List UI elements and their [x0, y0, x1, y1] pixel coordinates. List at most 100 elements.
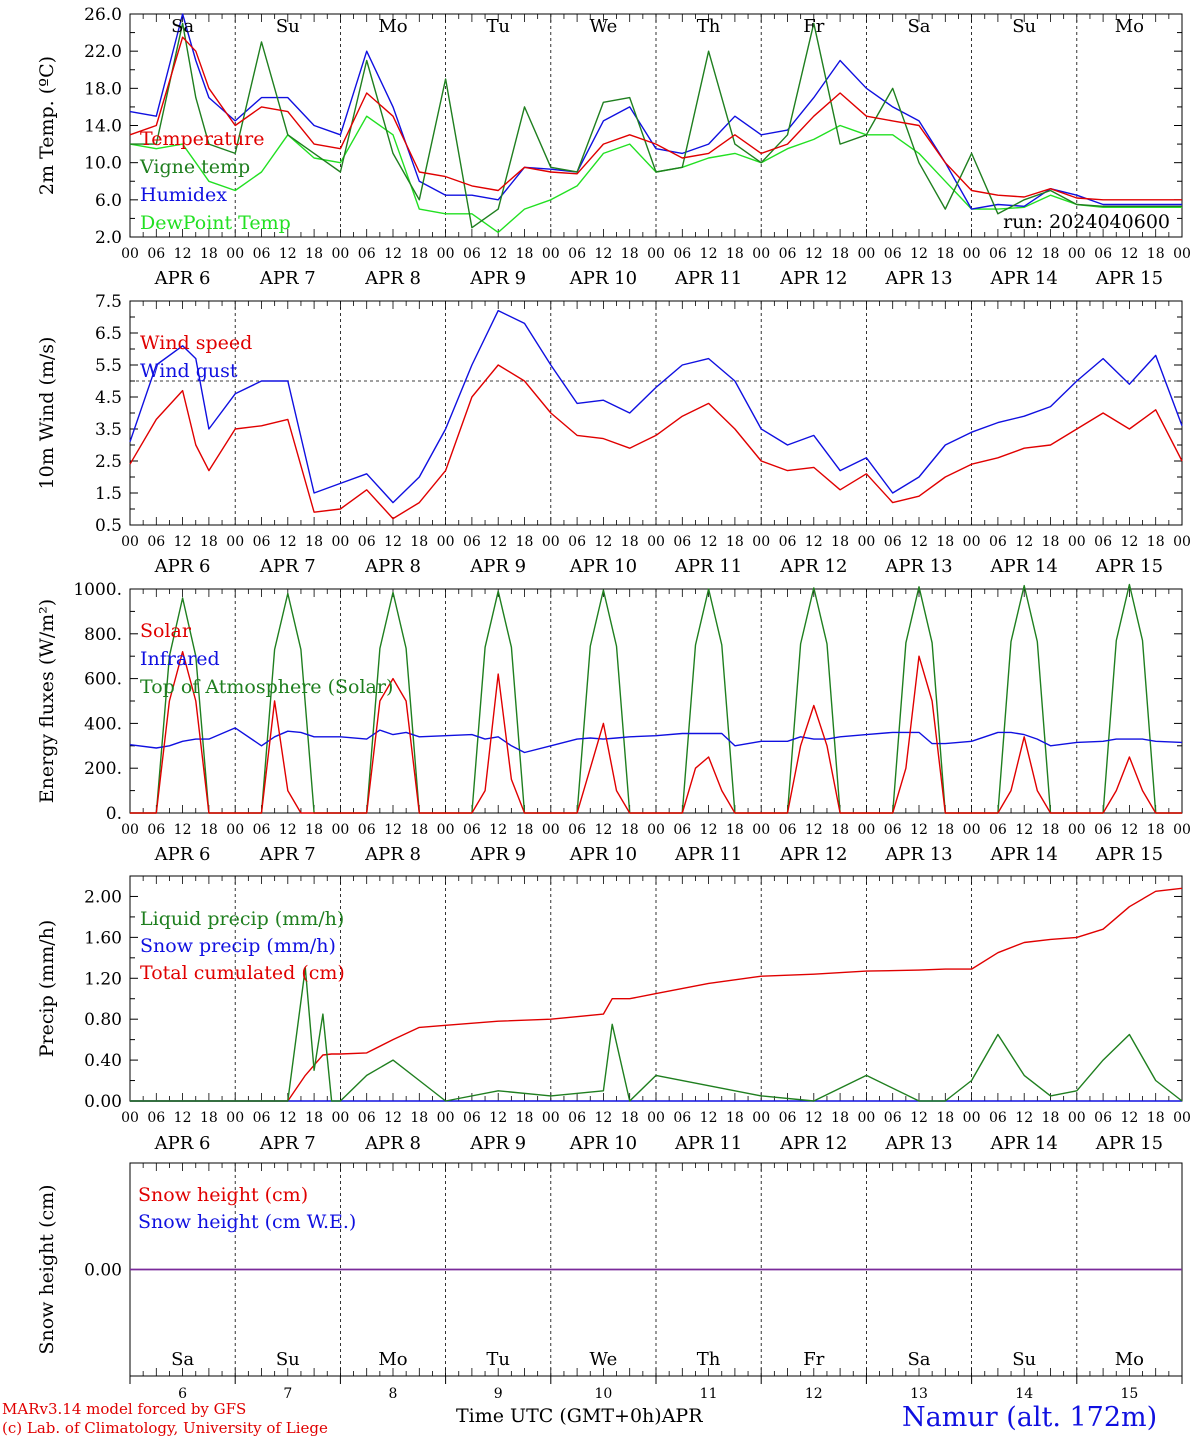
y-tick-label: 1.20: [84, 969, 122, 989]
weekday-label: Mo: [378, 1349, 407, 1370]
hour-tick-label: 06: [568, 1110, 586, 1126]
hour-tick-label: 00: [963, 1110, 981, 1126]
weekday-label: Th: [697, 1349, 721, 1370]
y-tick-label: 1000.: [73, 580, 122, 600]
hour-tick-label: 06: [779, 822, 797, 838]
y-axis-title: 10m Wind (m/s): [36, 337, 58, 490]
hour-tick-label: 06: [147, 822, 165, 838]
panel-5: 0.00 Snow height (cm) Snow height (cm) Snow…: [36, 1162, 1183, 1402]
hour-tick-label: 12: [174, 246, 192, 262]
hour-tick-label: 18: [726, 246, 744, 262]
day-label: APR 9: [469, 844, 526, 865]
hour-tick-label: 12: [384, 246, 402, 262]
series-line-liquid-precip-mm-h-: [130, 967, 1183, 1102]
hour-tick-label: 18: [1147, 1110, 1165, 1126]
panel-3: 0. 200. 400. 600. 800. 1000. Energy fluxes (W/…: [36, 580, 1191, 865]
hour-tick-label: 06: [358, 534, 376, 550]
weekday-label: We: [590, 16, 618, 37]
hour-tick-label: 12: [279, 534, 297, 550]
day-label: APR 9: [469, 268, 526, 289]
hour-tick-label: 00: [121, 246, 139, 262]
weekday-label: Su: [1012, 16, 1036, 37]
y-tick-label: 5.5: [95, 356, 122, 376]
hour-tick-label: 12: [805, 1110, 823, 1126]
day-label: APR 6: [154, 1133, 211, 1154]
hour-tick-label: 06: [673, 822, 691, 838]
series-line-humidex: [129, 13, 1182, 210]
hour-tick-label: 06: [989, 534, 1007, 550]
day-label: APR 13: [884, 556, 952, 577]
hour-tick-label: 06: [989, 246, 1007, 262]
hour-tick-label: 18: [1147, 822, 1165, 838]
hour-tick-label: 12: [384, 822, 402, 838]
hour-tick-label: 00: [1068, 246, 1086, 262]
hour-tick-label: 12: [805, 534, 823, 550]
day-label: APR 14: [990, 556, 1058, 577]
hour-tick-label: 12: [279, 822, 297, 838]
hour-tick-label: 06: [147, 1110, 165, 1126]
legend-entry: Snow precip (mm/h): [140, 935, 336, 957]
y-tick-label: 0.: [106, 804, 122, 824]
y-tick-label: 0.00: [84, 1092, 122, 1112]
hour-tick-label: 00: [226, 822, 244, 838]
day-label: APR 6: [154, 556, 211, 577]
hour-tick-label: 00: [437, 534, 455, 550]
weekday-label: Sa: [907, 1349, 930, 1370]
series-line-wind-gust: [129, 309, 1183, 504]
weekday-label: Sa: [171, 1349, 194, 1370]
hour-tick-label: 18: [516, 822, 534, 838]
hour-tick-label: 06: [463, 534, 481, 550]
day-number-label: 6: [178, 1386, 187, 1402]
series-line-vigne-temp: [130, 22, 1182, 229]
y-tick-label: 1.60: [84, 928, 122, 948]
hour-tick-label: 06: [673, 534, 691, 550]
hour-tick-label: 12: [174, 534, 192, 550]
hour-tick-label: 18: [936, 1110, 954, 1126]
weekday-label: Su: [1012, 1349, 1036, 1370]
hour-tick-label: 06: [463, 1110, 481, 1126]
hour-tick-label: 12: [1015, 246, 1033, 262]
y-tick-label: 10.0: [84, 154, 122, 174]
day-label: APR 10: [569, 1133, 637, 1154]
hour-tick-label: 06: [358, 246, 376, 262]
hour-tick-label: 06: [989, 822, 1007, 838]
hour-tick-label: 06: [673, 246, 691, 262]
day-number-label: 8: [389, 1386, 398, 1402]
day-label: APR 7: [259, 844, 316, 865]
hour-tick-label: 06: [884, 534, 902, 550]
day-number-label: 7: [283, 1386, 292, 1402]
panel-frame: [129, 588, 1183, 814]
hour-tick-label: 00: [647, 534, 665, 550]
hour-tick-label: 00: [331, 1110, 349, 1126]
hour-tick-label: 00: [542, 1110, 560, 1126]
hour-tick-label: 00: [752, 246, 770, 262]
hour-tick-label: 00: [437, 246, 455, 262]
y-tick-label: 0.00: [84, 1261, 122, 1281]
hour-tick-label: 06: [463, 822, 481, 838]
legend-entry: Wind speed: [140, 332, 252, 354]
hour-tick-label: 00: [542, 822, 560, 838]
hour-tick-label: 18: [726, 822, 744, 838]
y-tick-label: 1.5: [95, 484, 122, 504]
hour-tick-label: 18: [936, 246, 954, 262]
y-tick-label: 2.0: [95, 228, 122, 248]
hour-tick-label: 12: [1015, 822, 1033, 838]
hour-tick-label: 00: [331, 246, 349, 262]
day-number-label: 12: [805, 1386, 823, 1402]
credit-line-2: (c) Lab. of Climatology, University of L…: [2, 1419, 328, 1437]
hour-tick-label: 06: [1094, 1110, 1112, 1126]
hour-tick-label: 12: [1015, 534, 1033, 550]
hour-tick-label: 18: [621, 246, 639, 262]
hour-tick-label: 06: [147, 534, 165, 550]
day-label: APR 15: [1095, 1133, 1163, 1154]
day-label: APR 13: [884, 268, 952, 289]
hour-tick-label: 00: [752, 822, 770, 838]
y-tick-label: 4.5: [95, 388, 122, 408]
hour-tick-label: 12: [910, 1110, 928, 1126]
hour-tick-label: 12: [805, 822, 823, 838]
hour-tick-label: 00: [963, 534, 981, 550]
credit-line-1: MARv3.14 model forced by GFS: [2, 1400, 247, 1418]
hour-tick-label: 18: [200, 246, 218, 262]
hour-tick-label: 00: [752, 534, 770, 550]
xaxis-title-text: Time UTC (GMT+0h): [456, 1405, 662, 1427]
